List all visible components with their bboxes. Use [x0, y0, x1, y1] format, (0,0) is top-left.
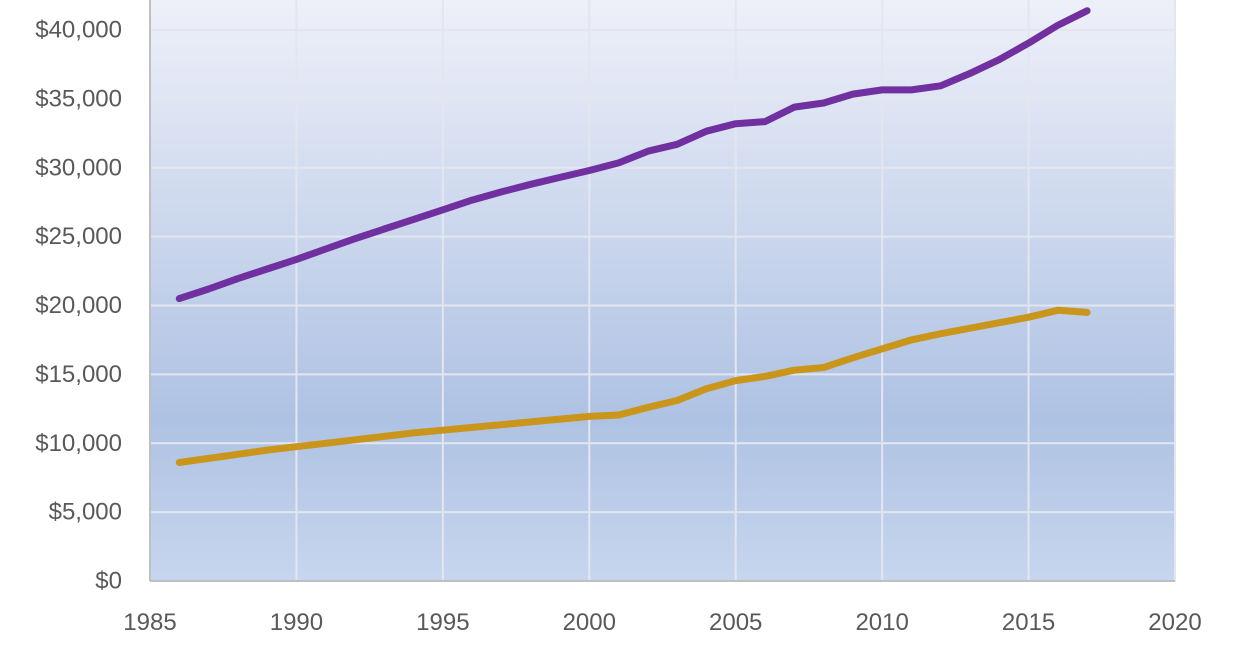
- y-tick-label: $20,000: [35, 292, 122, 319]
- y-tick-label: $35,000: [35, 85, 122, 112]
- y-tick-label: $0: [95, 568, 122, 595]
- y-axis-tick-labels: $0 $5,000 $10,000 $15,000 $20,000 $25,000 $30,…: [35, 17, 122, 595]
- gridlines: [150, 0, 1176, 581]
- x-tick-label: 2010: [855, 609, 908, 636]
- series-lines: [175, 7, 1091, 466]
- y-tick-label: $40,000: [35, 17, 122, 44]
- x-tick-label: 1990: [270, 609, 323, 636]
- series-line-1: [175, 7, 1091, 303]
- y-tick-label: $5,000: [49, 499, 122, 526]
- y-tick-label: $10,000: [35, 430, 122, 457]
- x-tick-label: 2015: [1002, 609, 1055, 636]
- y-tick-label: $30,000: [35, 154, 122, 181]
- y-tick-label: $15,000: [35, 361, 122, 388]
- x-tick-label: 2005: [709, 609, 762, 636]
- axes: [149, 0, 1175, 582]
- x-tick-label: 1985: [123, 609, 176, 636]
- x-tick-label: 2020: [1148, 609, 1201, 636]
- x-tick-label: 1995: [416, 609, 469, 636]
- series-line-2: [175, 306, 1091, 466]
- x-axis-tick-labels: 1985 1990 1995 2000 2005 2010 2015 2020: [123, 609, 1201, 636]
- x-tick-label: 2000: [563, 609, 616, 636]
- plot-area: [150, 0, 1175, 581]
- y-tick-label: $25,000: [35, 223, 122, 250]
